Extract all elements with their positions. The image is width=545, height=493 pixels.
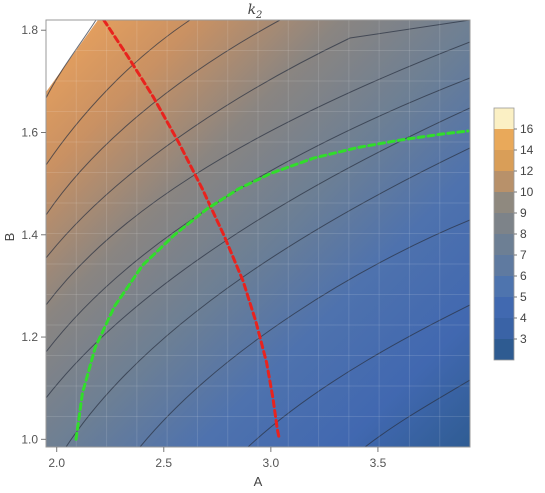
x-tick-label: 3.0 xyxy=(263,456,280,470)
contour-line xyxy=(364,379,470,447)
x-tick-label: 2.5 xyxy=(155,456,172,470)
contour-line xyxy=(46,20,470,259)
legend-label: 7 xyxy=(520,248,527,262)
legend-label: 14 xyxy=(520,143,534,157)
legend-swatch xyxy=(494,318,514,339)
contour-field xyxy=(46,20,470,447)
legend-swatch xyxy=(494,171,514,192)
y-tick-label: 1.2 xyxy=(21,330,38,344)
legend-swatch xyxy=(494,192,514,213)
chart-title-subscript: 2 xyxy=(255,10,262,21)
legend-label: 3 xyxy=(520,332,527,346)
legend-swatch xyxy=(494,255,514,276)
legend-label: 6 xyxy=(520,269,527,283)
x-tick-label: 3.5 xyxy=(370,456,387,470)
contour-line xyxy=(46,41,470,306)
contour-line xyxy=(46,20,281,216)
series-layer xyxy=(74,20,470,441)
y-tick-label: 1.6 xyxy=(21,126,38,140)
legend-swatch xyxy=(494,276,514,297)
legend-label: 12 xyxy=(520,164,534,178)
series-line-1 xyxy=(102,20,281,441)
y-axis: 1.0 1.2 1.4 1.6 1.8 xyxy=(21,23,46,446)
x-tick-label: 2.0 xyxy=(48,456,65,470)
y-tick-label: 1.0 xyxy=(21,432,38,446)
legend-swatch xyxy=(494,213,514,234)
legend: 16 14 12 10 9 8 7 6 5 4 3 xyxy=(493,107,534,361)
x-axis: 2.0 2.5 3.0 3.5 xyxy=(48,447,387,470)
contour-line xyxy=(65,147,470,447)
legend-label: 8 xyxy=(520,227,527,241)
legend-swatch xyxy=(494,339,514,360)
legend-swatch xyxy=(494,297,514,318)
chart-title-main: k xyxy=(248,2,256,18)
legend-label: 4 xyxy=(520,311,527,325)
plot-frame xyxy=(45,19,471,448)
legend-label: 9 xyxy=(520,206,527,220)
legend-label: 10 xyxy=(520,185,534,199)
legend-swatch xyxy=(494,234,514,255)
y-tick-label: 1.4 xyxy=(21,228,38,242)
contour-line xyxy=(139,219,470,447)
y-tick-label: 1.8 xyxy=(21,23,38,37)
legend-label: 16 xyxy=(520,122,534,136)
chart-title: k2 xyxy=(248,2,263,21)
contour-line xyxy=(46,107,470,399)
contour-line xyxy=(46,20,191,166)
contour-line xyxy=(46,20,97,99)
y-axis-label: B xyxy=(2,233,17,242)
legend-swatch xyxy=(494,129,514,150)
legend-label: 5 xyxy=(520,290,527,304)
series-line-2 xyxy=(74,129,470,441)
x-axis-label: A xyxy=(254,474,263,489)
legend-swatch xyxy=(494,108,514,129)
plot-area xyxy=(45,19,471,448)
legend-swatch xyxy=(494,150,514,171)
